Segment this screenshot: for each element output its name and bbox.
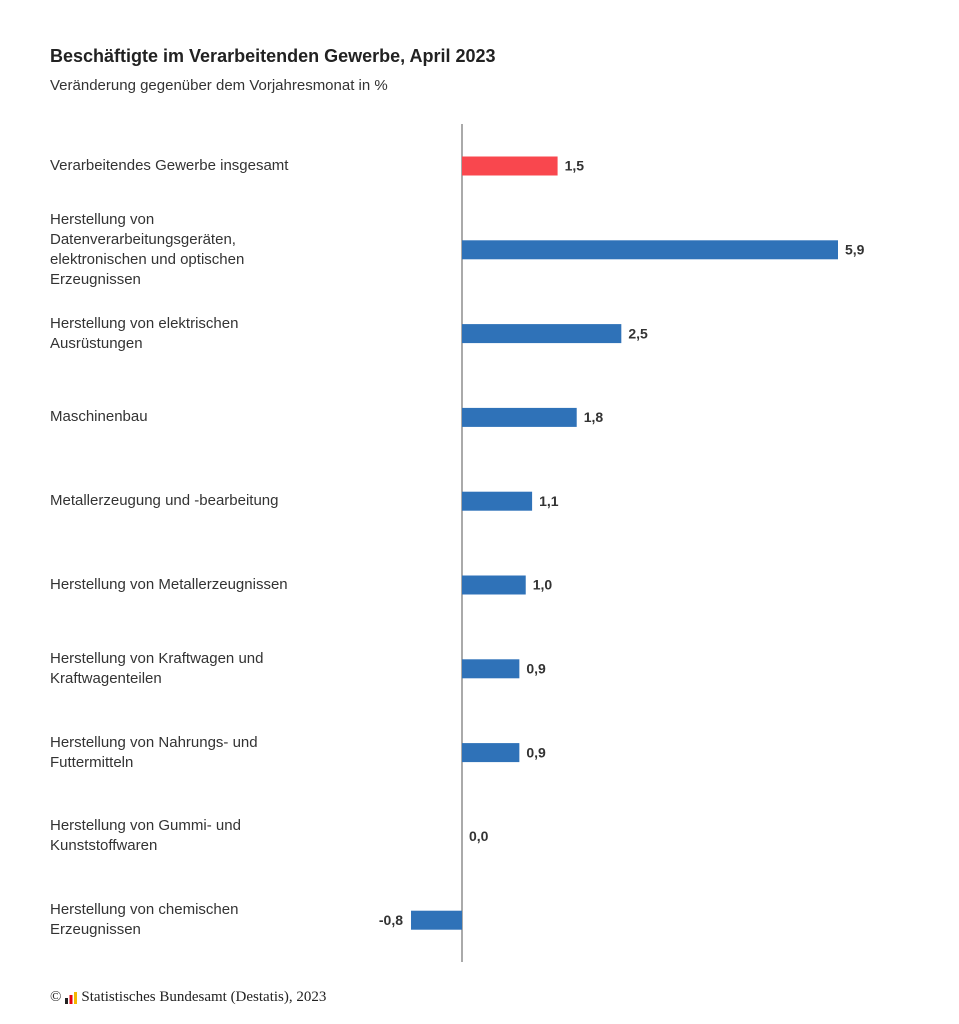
bar (462, 743, 520, 763)
copyright: © (50, 989, 62, 1005)
value-label: 1,8 (584, 409, 604, 425)
category-label: Metallerzeugung und -bearbeitung (50, 492, 279, 510)
value-label: 0,9 (526, 744, 546, 760)
bar (462, 659, 520, 679)
value-label: 0,0 (469, 828, 489, 844)
chart-subtitle: Veränderung gegenüber dem Vorjahresmonat… (50, 77, 388, 94)
value-label: 1,0 (533, 577, 553, 593)
value-label: 1,5 (565, 158, 585, 174)
value-label: -0,8 (379, 912, 403, 928)
category-label: Verarbeitendes Gewerbe insgesamt (50, 157, 289, 174)
logo (65, 991, 78, 1004)
source: Statistisches Bundesamt (Destatis), 2023 (81, 989, 327, 1005)
value-label: 2,5 (628, 325, 648, 341)
bar (462, 240, 838, 260)
bar (462, 324, 622, 344)
category-label: Herstellung von Metallerzeugnissen (50, 576, 288, 593)
bar (411, 910, 462, 930)
category-label: Herstellung von Nahrungs- und Futtermitt… (50, 733, 258, 771)
bar (462, 156, 558, 176)
bar (462, 491, 533, 511)
category-label: Maschinenbau (50, 408, 148, 426)
bar (462, 407, 577, 427)
chart-title: Beschäftigte im Verarbeitenden Gewerbe, … (50, 46, 496, 66)
value-label: 1,1 (539, 493, 559, 509)
category-label: Herstellung von Kraftwagen und Kraftwage… (50, 649, 264, 687)
category-label: Herstellung von Datenverarbeitungsgeräte… (50, 210, 245, 288)
value-label: 5,9 (845, 242, 865, 258)
bar (462, 575, 526, 595)
footer: © Statistisches Bundesamt (Destatis), 20… (50, 989, 326, 1006)
category-label: Herstellung von chemischen Erzeugnissen (50, 901, 239, 939)
category-label: Herstellung von elektrischen Ausrüstunge… (50, 314, 239, 352)
category-label: Herstellung von Gummi- und Kunststoffwar… (50, 817, 241, 855)
value-label: 0,9 (526, 661, 546, 677)
